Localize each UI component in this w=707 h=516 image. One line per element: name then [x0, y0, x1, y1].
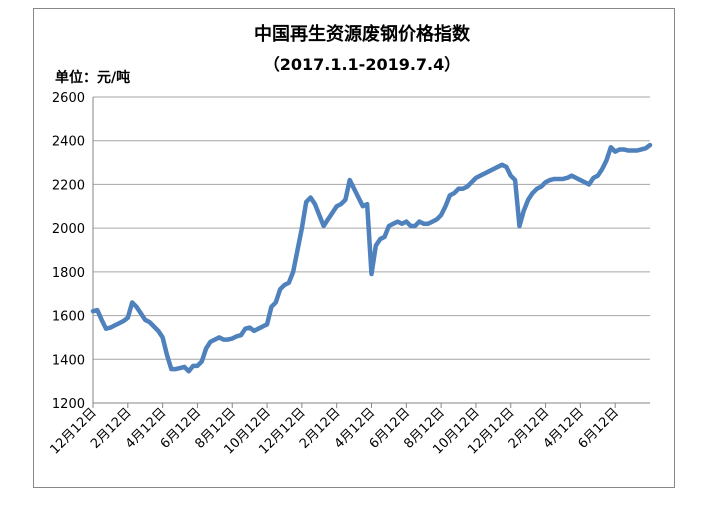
data-line: [90, 142, 653, 374]
y-axis-label: 单位：元/吨: [55, 69, 130, 86]
x-tick-label: 12月12日: [47, 405, 99, 457]
chart-subtitle: （2017.1.1-2019.7.4）: [264, 55, 461, 74]
chart-frame: [33, 8, 675, 488]
y-tick-label: 2000: [52, 222, 85, 237]
chart-title: 中国再生资源废钢价格指数: [254, 23, 471, 45]
y-tick-label: 2400: [52, 135, 85, 150]
y-tick-label: 1800: [52, 266, 85, 281]
y-tick-label: 1400: [52, 353, 85, 368]
y-tick-label: 1600: [52, 310, 85, 325]
y-tick-label: 2600: [52, 91, 85, 106]
y-tick-label: 1200: [52, 397, 85, 412]
y-tick-label: 2200: [52, 178, 85, 193]
